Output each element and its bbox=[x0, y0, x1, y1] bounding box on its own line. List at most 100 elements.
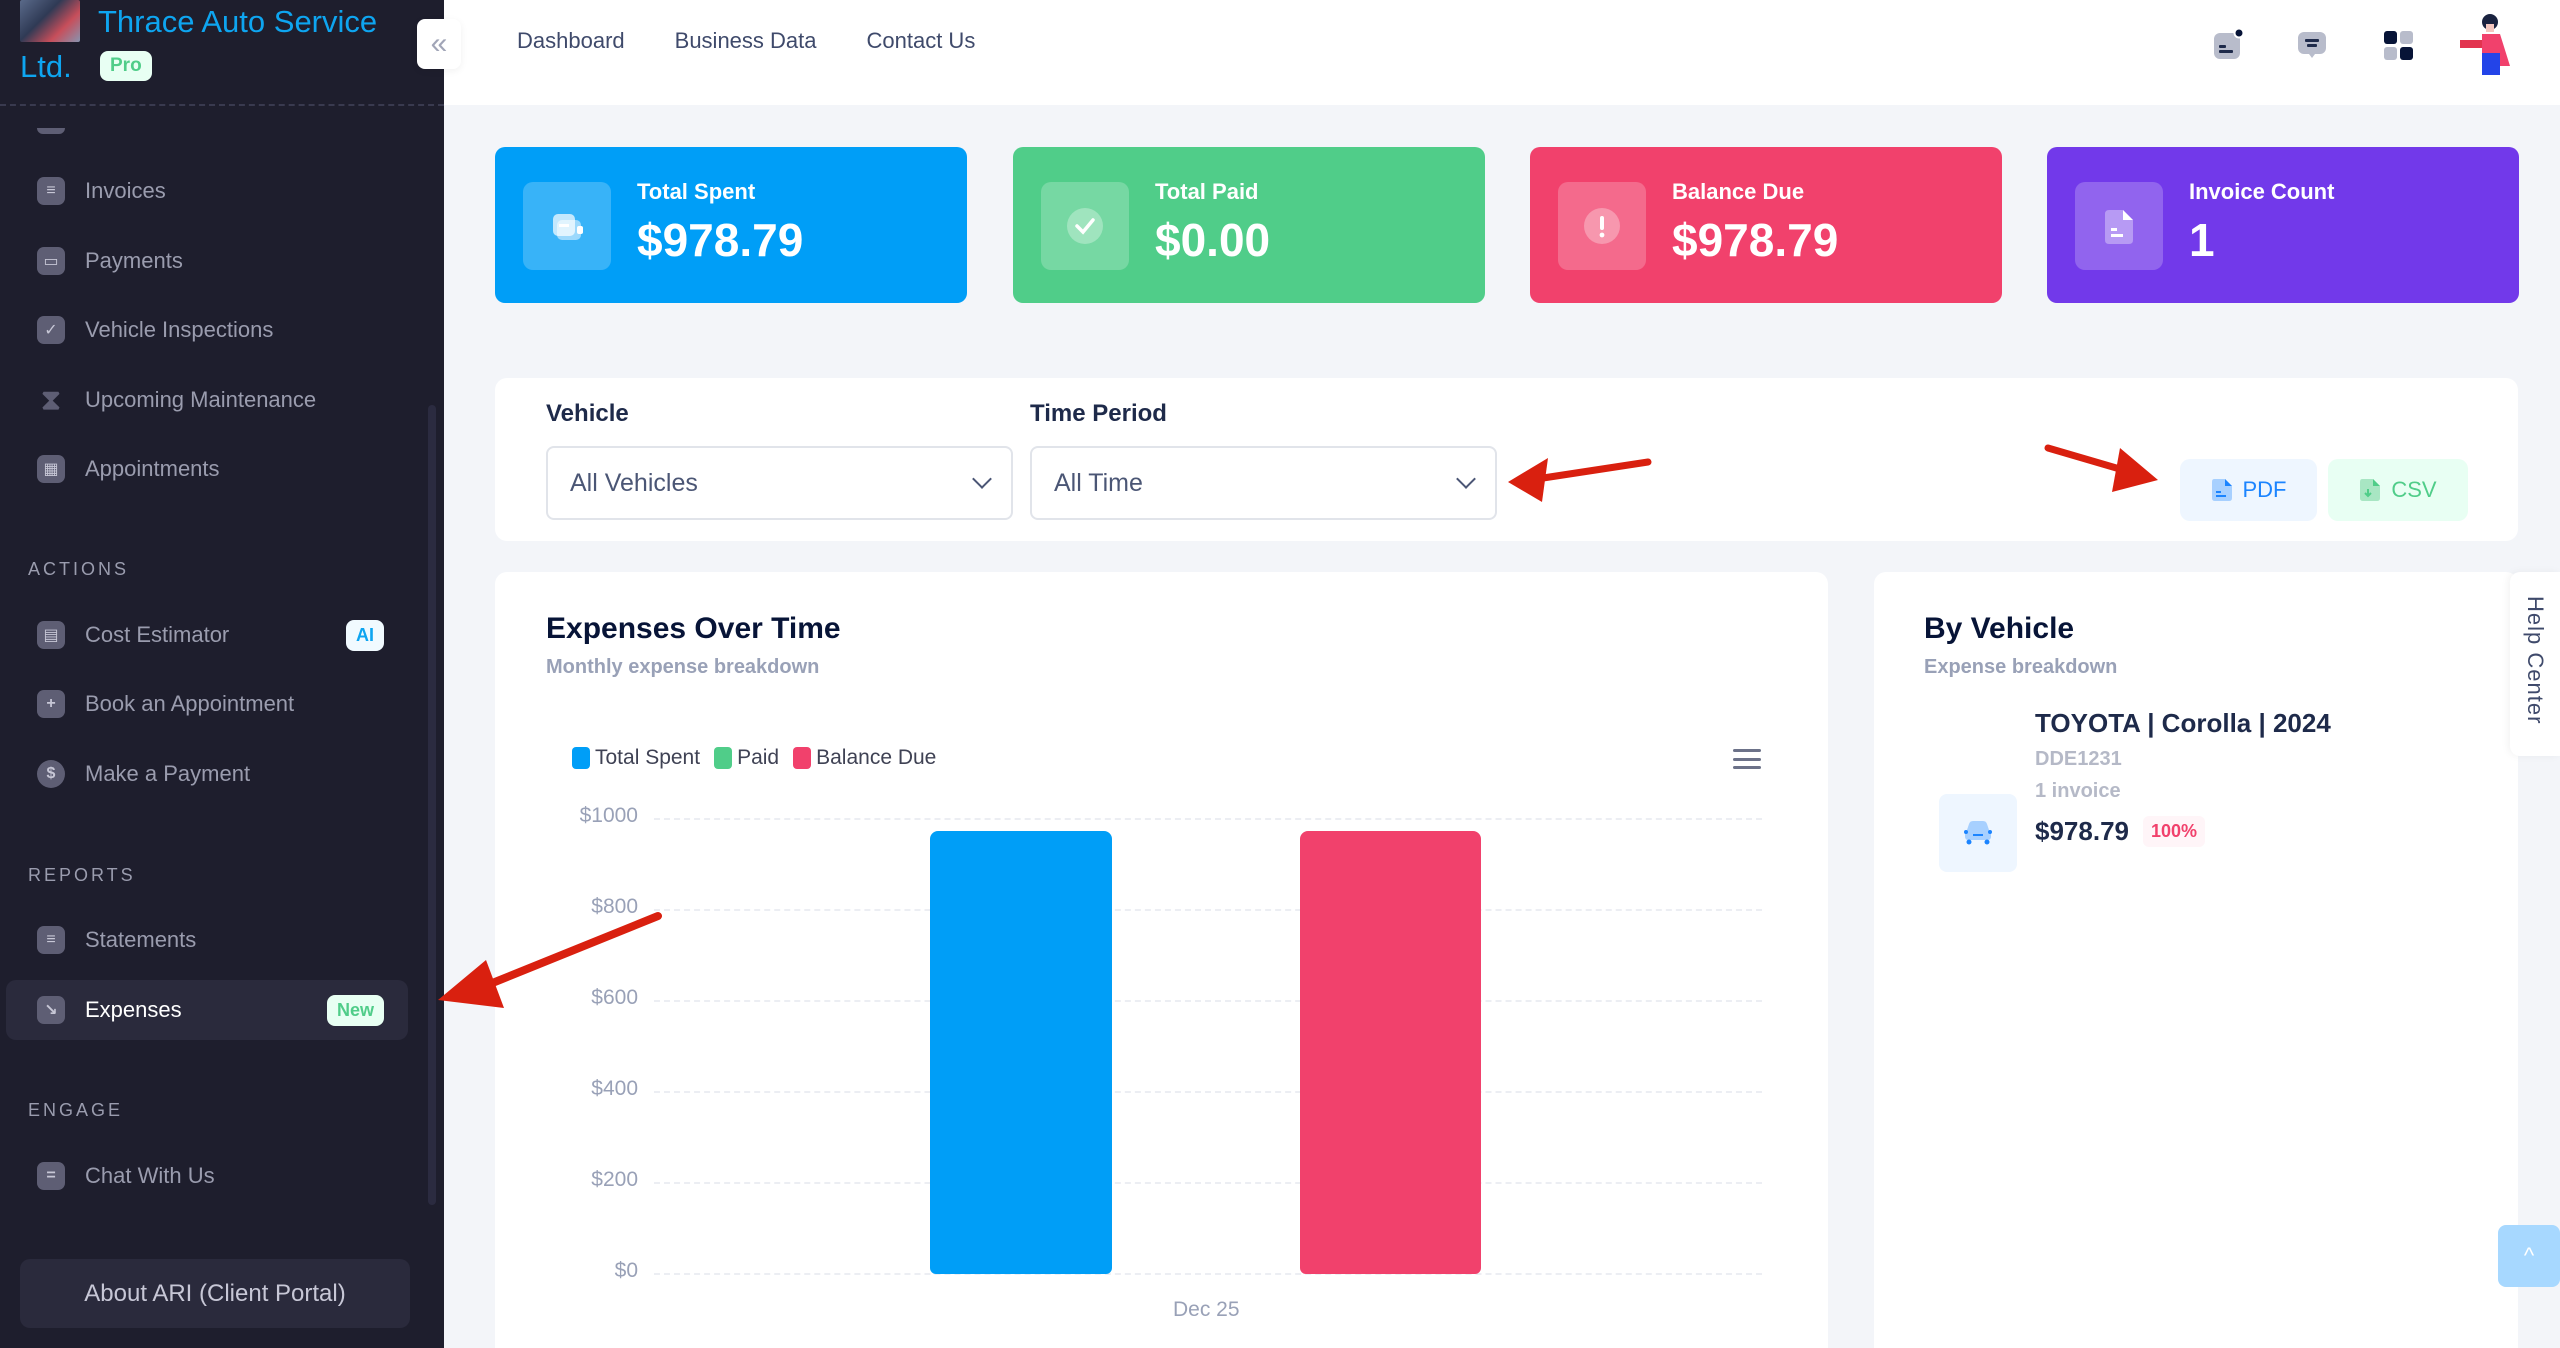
collapse-sidebar-button[interactable]: « bbox=[417, 19, 461, 69]
apps-grid-icon[interactable] bbox=[2381, 28, 2415, 62]
stat-value: 1 bbox=[2189, 214, 2215, 266]
vehicle-invoice-count: 1 invoice bbox=[2035, 780, 2121, 802]
sidebar-item-label: Statements bbox=[85, 927, 197, 952]
by-vehicle-title: By Vehicle bbox=[1924, 612, 2075, 645]
y-tick: $1000 bbox=[579, 804, 638, 827]
sidebar-item-statements[interactable]: ≡ Statements bbox=[6, 910, 408, 970]
section-label-actions: ACTIONS bbox=[28, 559, 130, 579]
messages-icon[interactable] bbox=[2295, 28, 2329, 62]
brand[interactable]: Thrace Auto Service Ltd. Pro bbox=[18, 0, 418, 112]
sidebar-item-label: Make a Payment bbox=[85, 761, 251, 786]
stat-label: Total Paid bbox=[1155, 179, 1259, 204]
legend-swatch bbox=[572, 747, 590, 769]
legend-item-balance-due[interactable]: Balance Due bbox=[793, 746, 936, 770]
about-button[interactable]: About ARI (Client Portal) bbox=[20, 1259, 410, 1328]
brand-name: Thrace Auto Service bbox=[98, 4, 378, 39]
chat-icon: = bbox=[37, 1162, 65, 1190]
time-period-select[interactable]: All Time bbox=[1030, 446, 1497, 520]
user-avatar[interactable] bbox=[2452, 8, 2522, 83]
sidebar-item-book-appointment[interactable]: + Book an Appointment bbox=[6, 674, 408, 734]
sidebar-scrollbar[interactable] bbox=[428, 405, 436, 1205]
chevron-double-left-icon: « bbox=[430, 27, 448, 60]
checklist-icon: ✓ bbox=[37, 316, 65, 344]
chart-title: Expenses Over Time bbox=[546, 612, 841, 645]
sidebar-item-make-payment[interactable]: $ Make a Payment bbox=[6, 744, 408, 804]
stat-value: $0.00 bbox=[1155, 214, 1271, 266]
legend-swatch bbox=[793, 747, 812, 769]
gridline bbox=[654, 1273, 1762, 1275]
help-center-tab[interactable]: Help Center bbox=[2510, 572, 2560, 756]
sidebar-item-cost-estimator[interactable]: ▤ Cost Estimator AI bbox=[6, 605, 408, 665]
stat-card-balance-due: Balance Due $978.79 bbox=[1530, 147, 2002, 303]
bar-total-spent[interactable] bbox=[930, 831, 1112, 1274]
legend-label: Total Spent bbox=[595, 746, 701, 769]
chevron-down-icon bbox=[1456, 469, 1476, 489]
brand-logo bbox=[20, 0, 80, 42]
x-tick: Dec 25 bbox=[1173, 1298, 1240, 1321]
sidebar-item-vehicle-inspections[interactable]: ✓ Vehicle Inspections bbox=[6, 300, 408, 360]
scroll-to-top-button[interactable]: ^ bbox=[2498, 1225, 2560, 1287]
brand-name-line2: Ltd. bbox=[20, 49, 72, 84]
sidebar-item-payments[interactable]: ▭ Payments bbox=[6, 231, 408, 291]
y-tick: $400 bbox=[591, 1077, 638, 1100]
legend-label: Paid bbox=[737, 746, 780, 769]
divider bbox=[0, 104, 444, 106]
credit-card-icon: ▭ bbox=[37, 247, 65, 275]
export-csv-label: CSV bbox=[2391, 477, 2437, 502]
stat-value: $978.79 bbox=[637, 214, 804, 266]
sidebar-item-label: Chat With Us bbox=[85, 1163, 215, 1188]
csv-download-icon bbox=[2360, 479, 2381, 501]
vehicle-amount: $978.79 bbox=[2035, 816, 2129, 846]
nav-dashboard[interactable]: Dashboard bbox=[517, 28, 625, 53]
hourglass-icon: ⧗ bbox=[41, 383, 61, 415]
section-label-reports: REPORTS bbox=[28, 865, 136, 885]
vehicle-filter-label: Vehicle bbox=[546, 400, 629, 427]
stat-value: $978.79 bbox=[1672, 214, 1839, 266]
sidebar-item-invoices[interactable]: ≡ Invoices bbox=[6, 161, 408, 221]
export-csv-button[interactable]: CSV bbox=[2328, 459, 2468, 521]
chart-subtitle: Monthly expense breakdown bbox=[546, 656, 820, 678]
sidebar-item-upcoming-maintenance[interactable]: ⧗ Upcoming Maintenance bbox=[6, 370, 408, 430]
nav-business-data[interactable]: Business Data bbox=[674, 28, 817, 53]
sidebar-item-label: Upcoming Maintenance bbox=[85, 387, 317, 412]
top-header bbox=[444, 0, 2560, 105]
section-label-engage: ENGAGE bbox=[28, 1100, 124, 1120]
sidebar-item-chat[interactable]: = Chat With Us bbox=[6, 1146, 408, 1206]
vehicle-select[interactable]: All Vehicles bbox=[546, 446, 1013, 520]
stat-label: Total Spent bbox=[637, 179, 756, 204]
sidebar-item-label: Appointments bbox=[85, 456, 220, 481]
stat-card-total-paid: Total Paid $0.00 bbox=[1013, 147, 1485, 303]
legend-label: Balance Due bbox=[816, 746, 937, 769]
trend-down-icon: ↘ bbox=[37, 996, 65, 1024]
car-icon bbox=[1939, 794, 2017, 872]
legend-item-total-spent[interactable]: Total Spent bbox=[572, 746, 700, 770]
time-period-filter-label: Time Period bbox=[1030, 400, 1167, 427]
chart-menu-icon[interactable] bbox=[1733, 749, 1761, 769]
bar-balance-due[interactable] bbox=[1300, 831, 1481, 1274]
sidebar-item-appointments[interactable]: ▦ Appointments bbox=[6, 439, 408, 499]
by-vehicle-card bbox=[1874, 572, 2518, 1348]
alert-circle-icon bbox=[1558, 182, 1646, 270]
vehicle-plate: DDE1231 bbox=[2035, 748, 2122, 770]
expenses-chart-card bbox=[495, 572, 1828, 1348]
sidebar-item-label: Payments bbox=[85, 248, 183, 273]
time-period-select-value: All Time bbox=[1054, 468, 1143, 497]
pro-badge: Pro bbox=[100, 51, 152, 81]
y-tick: $800 bbox=[591, 895, 638, 918]
sidebar-item-label: Invoices bbox=[85, 178, 166, 203]
legend-swatch bbox=[714, 747, 733, 769]
wallet-icon bbox=[523, 182, 611, 270]
invoice-icon: ≡ bbox=[37, 177, 65, 205]
gridline bbox=[654, 1000, 1762, 1002]
legend-item-paid[interactable]: Paid bbox=[714, 746, 779, 770]
chevron-down-icon bbox=[972, 469, 992, 489]
stat-label: Balance Due bbox=[1672, 179, 1805, 204]
ai-badge: AI bbox=[346, 619, 384, 651]
nav-contact-us[interactable]: Contact Us bbox=[866, 28, 976, 53]
y-tick: $200 bbox=[591, 1168, 638, 1191]
notifications-icon[interactable] bbox=[2211, 28, 2245, 62]
calendar-icon: ▦ bbox=[37, 455, 65, 483]
export-pdf-button[interactable]: PDF bbox=[2180, 459, 2317, 521]
sidebar-item-expenses[interactable]: ↘ Expenses New bbox=[6, 980, 408, 1040]
export-pdf-label: PDF bbox=[2242, 477, 2287, 502]
